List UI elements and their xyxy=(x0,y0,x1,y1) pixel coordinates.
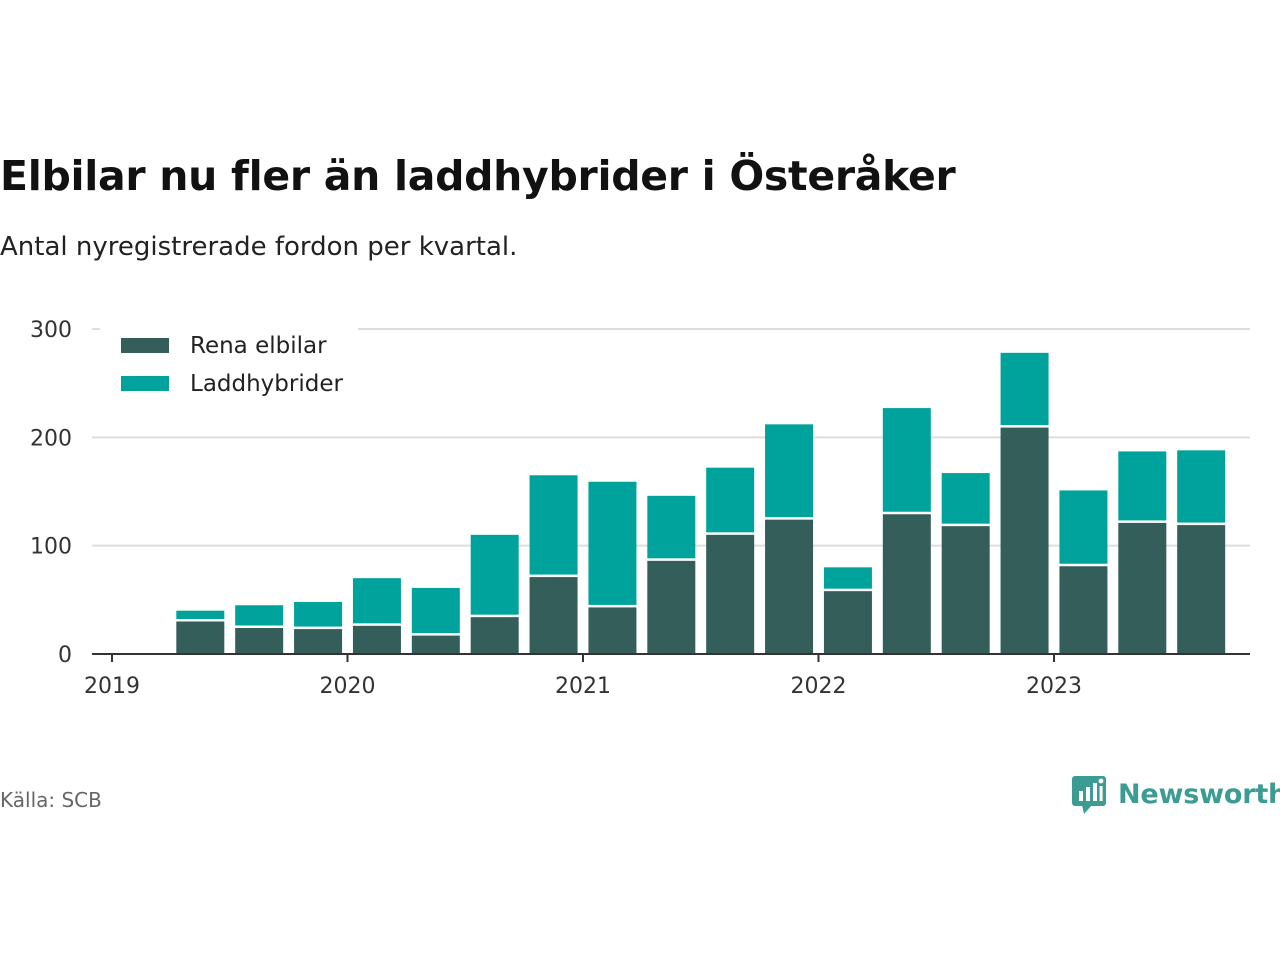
bar-laddhybrider xyxy=(1177,450,1226,523)
bar-laddhybrider xyxy=(352,578,401,624)
bar-laddhybrider xyxy=(411,587,460,634)
bar-rena-elbilar xyxy=(1000,427,1049,654)
source-note: Källa: SCB xyxy=(0,788,102,812)
y-axis-ticks: 0 100 200 300 xyxy=(30,318,72,668)
bar-rena-elbilar xyxy=(529,577,578,654)
bar-laddhybrider xyxy=(941,473,990,524)
brand-logo: Newsworthy xyxy=(1072,774,1280,814)
bar-rena-elbilar xyxy=(647,560,696,654)
bar-laddhybrider xyxy=(529,475,578,575)
legend: Rena elbilar Laddhybrider xyxy=(100,320,358,408)
chart-title: Elbilar nu fler än laddhybrider i Österå… xyxy=(0,152,956,200)
bar-rena-elbilar xyxy=(882,514,931,654)
legend-label: Rena elbilar xyxy=(190,333,327,359)
bar-laddhybrider xyxy=(882,408,931,512)
newsworthy-logo-icon xyxy=(1072,776,1106,814)
x-tick-label: 2020 xyxy=(320,674,376,699)
bar-rena-elbilar xyxy=(1177,525,1226,654)
bar-rena-elbilar xyxy=(1059,566,1108,654)
stacked-bar-chart: 0 100 200 300 2019 2020 2021 2022 2023 Rena elb… xyxy=(30,318,1250,699)
bar-rena-elbilar xyxy=(706,534,755,654)
bar-laddhybrider xyxy=(294,602,343,627)
bar-laddhybrider xyxy=(1118,451,1167,521)
bar-laddhybrider xyxy=(1000,352,1049,426)
legend-background xyxy=(100,320,358,408)
bar-rena-elbilar xyxy=(823,591,872,654)
bar-rena-elbilar xyxy=(941,526,990,654)
y-tick-label: 200 xyxy=(30,426,72,451)
bar-laddhybrider xyxy=(470,534,519,615)
x-tick-label: 2021 xyxy=(555,674,611,699)
legend-label: Laddhybrider xyxy=(190,371,343,397)
bar-rena-elbilar xyxy=(588,607,637,654)
bar-rena-elbilar xyxy=(1118,522,1167,654)
bar-laddhybrider xyxy=(647,495,696,559)
x-tick-label: 2023 xyxy=(1026,674,1082,699)
bar-laddhybrider xyxy=(765,424,814,518)
bar-rena-elbilar xyxy=(176,621,225,654)
y-tick-label: 100 xyxy=(30,535,72,560)
bar-laddhybrider xyxy=(176,610,225,619)
brand-name: Newsworthy xyxy=(1118,778,1280,810)
bar-rena-elbilar xyxy=(235,628,284,654)
x-tick-label: 2019 xyxy=(84,674,140,699)
bar-rena-elbilar xyxy=(765,519,814,654)
x-axis: 2019 2020 2021 2022 2023 xyxy=(84,653,1250,699)
bar-laddhybrider xyxy=(1059,490,1108,564)
bar-rena-elbilar xyxy=(470,617,519,654)
chart-subtitle: Antal nyregistrerade fordon per kvartal. xyxy=(0,232,518,262)
bar-laddhybrider xyxy=(588,481,637,605)
bars xyxy=(176,352,1226,654)
x-tick-label: 2022 xyxy=(791,674,847,699)
bar-laddhybrider xyxy=(235,605,284,626)
y-tick-label: 300 xyxy=(30,318,72,343)
bar-rena-elbilar xyxy=(294,629,343,654)
y-tick-label: 0 xyxy=(58,643,72,668)
legend-swatch xyxy=(121,338,169,353)
bar-rena-elbilar xyxy=(411,635,460,654)
bar-laddhybrider xyxy=(823,567,872,589)
legend-swatch xyxy=(121,376,169,391)
bar-laddhybrider xyxy=(706,467,755,533)
bar-rena-elbilar xyxy=(352,625,401,654)
